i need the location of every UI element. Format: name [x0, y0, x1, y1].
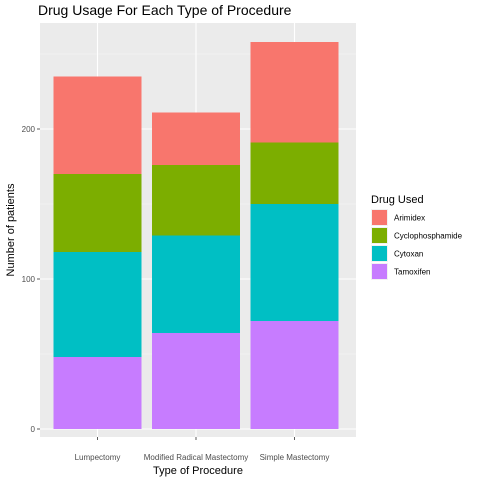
bar-segment-tamoxifen: [53, 357, 142, 429]
bar-segment-tamoxifen: [250, 321, 339, 429]
legend-label: Tamoxifen: [394, 268, 430, 277]
bar-segment-cytoxan: [53, 252, 142, 357]
legend-label: Arimidex: [394, 214, 425, 223]
legend-swatch: [372, 228, 387, 243]
bar-segment-cyclophosphamide: [152, 165, 240, 236]
legend-swatch: [372, 210, 387, 225]
x-tick-label: Lumpectomy: [75, 453, 121, 462]
bar-segment-arimidex: [152, 112, 240, 165]
bar-segment-cytoxan: [152, 235, 240, 333]
x-tick-label: Simple Mastectomy: [260, 453, 330, 462]
legend-label: Cyclophosphamide: [394, 232, 463, 241]
axes: 0 100 200 Lumpectomy Modified Radical Mastec…: [22, 125, 330, 462]
bar-segment-cyclophosphamide: [53, 174, 142, 252]
bar-segment-arimidex: [250, 42, 339, 143]
legend: Drug Used Arimidex Cyclophosphamide Cytoxa…: [371, 194, 463, 280]
x-axis-title: Type of Procedure: [153, 465, 243, 477]
bar-segment-cyclophosphamide: [250, 142, 339, 204]
y-tick-label: 100: [22, 275, 36, 284]
bar-segment-cytoxan: [250, 204, 339, 321]
y-tick-label: 0: [31, 425, 36, 434]
legend-swatch: [372, 264, 387, 279]
chart-title: Drug Usage For Each Type of Procedure: [38, 2, 292, 18]
bar-segment-arimidex: [53, 76, 142, 174]
legend-swatch: [372, 246, 387, 261]
bar-segment-tamoxifen: [152, 333, 240, 429]
bars: [53, 42, 339, 429]
legend-title: Drug Used: [371, 194, 424, 206]
y-tick-label: 200: [22, 125, 36, 134]
y-axis-title: Number of patients: [5, 183, 17, 276]
x-tick-label: Modified Radical Mastectomy: [144, 453, 248, 462]
legend-label: Cytoxan: [394, 250, 423, 259]
